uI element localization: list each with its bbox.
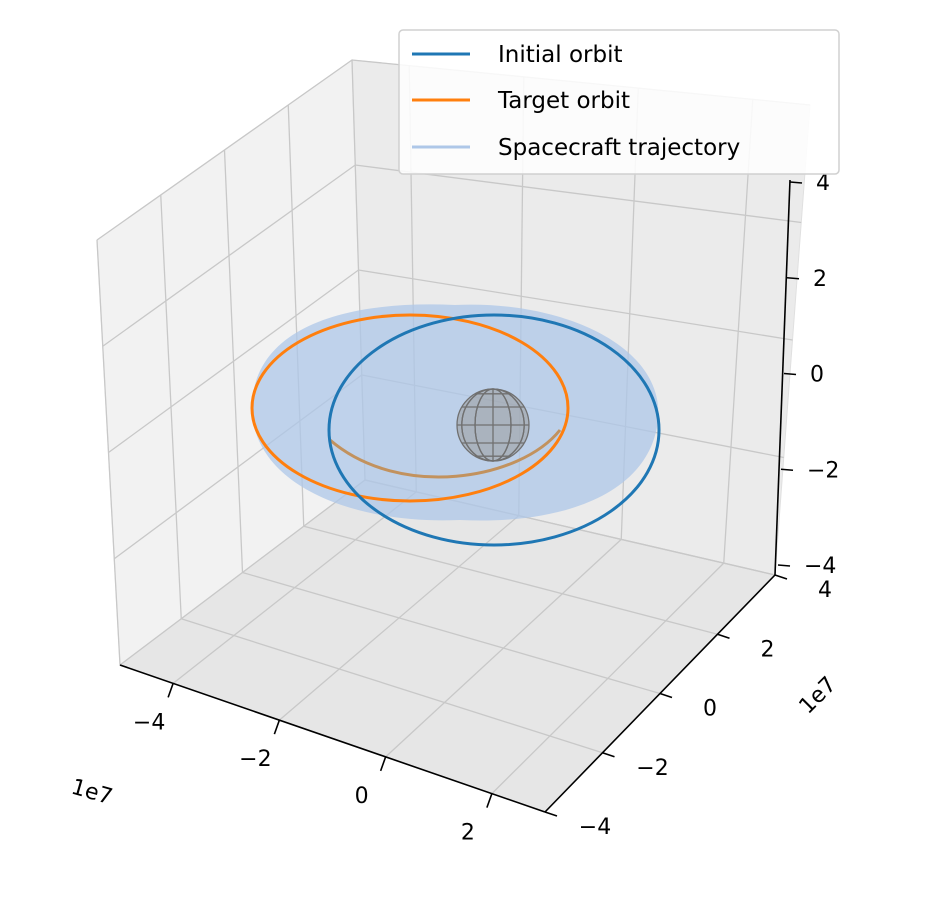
y-tick (659, 692, 673, 699)
target-orbit-line (250, 313, 570, 503)
y-grid-floor (242, 571, 661, 695)
z-tick (786, 276, 800, 280)
y-tick (544, 811, 558, 817)
legend-label-initial: Initial orbit (498, 42, 623, 68)
legend: Initial orbit Target orbit Spacecraft tr… (398, 29, 840, 175)
z-tick (783, 372, 797, 376)
z-axis-line (774, 179, 791, 576)
axis-ticks (167, 181, 803, 817)
z-tick-label: 4 (816, 171, 830, 196)
y-tick-label: 4 (818, 578, 832, 603)
x-tick (273, 719, 281, 735)
y-grid-floor (181, 618, 603, 754)
x-tick-label: −2 (239, 747, 271, 772)
y-tick-label: 0 (703, 697, 717, 722)
x-tick-label: −4 (133, 710, 165, 735)
y-tick-label: −2 (636, 756, 668, 781)
y-grid-floor (303, 525, 718, 635)
z-tick (789, 181, 803, 184)
x-tick-label: 2 (461, 821, 475, 846)
trajectory-surface (251, 304, 659, 521)
z-tick-label: −4 (804, 554, 836, 579)
x-tick (379, 756, 387, 772)
y-tick-label: −4 (579, 815, 611, 840)
orbits (250, 304, 661, 547)
central-body-sphere (456, 388, 530, 462)
y-tick-label: 2 (761, 637, 775, 662)
legend-box (398, 29, 840, 175)
legend-label-target: Target orbit (497, 88, 630, 114)
z-tick-label: 2 (813, 267, 827, 292)
x-tick (167, 683, 174, 698)
x-tick (486, 793, 493, 808)
initial-orbit-line (327, 313, 661, 547)
y-tick (717, 633, 730, 640)
z-tick (780, 468, 794, 472)
y-axis-offset-label: 1e7 (795, 672, 842, 719)
x-tick-label: 0 (355, 784, 369, 809)
z-grid-wall (102, 164, 802, 347)
y-tick (774, 574, 788, 580)
x-axis-line (119, 664, 546, 813)
legend-label-trajectory: Spacecraft trajectory (498, 135, 740, 161)
z-tick-label: −2 (807, 458, 839, 483)
target-orbit-shade (329, 429, 562, 479)
z-grid-wall (108, 269, 793, 454)
y-tick (602, 751, 615, 758)
z-tick (777, 564, 791, 567)
z-tick-label: 0 (810, 363, 824, 388)
x-axis-offset-label: 1e7 (68, 775, 115, 810)
